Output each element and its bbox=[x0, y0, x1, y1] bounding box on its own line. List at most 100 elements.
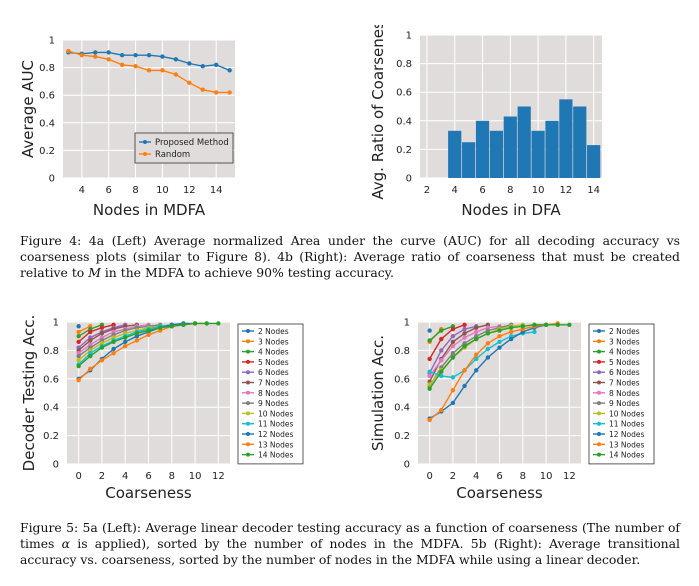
legend-label: 2 Nodes bbox=[258, 327, 289, 336]
legend-label: 13 Nodes bbox=[258, 440, 294, 449]
data-point bbox=[439, 407, 444, 413]
x-tick-label: 10 bbox=[532, 185, 545, 196]
y-tick-label: 1 bbox=[406, 31, 412, 42]
data-point bbox=[93, 54, 98, 59]
data-point bbox=[106, 57, 111, 62]
y-tick-label: 0.6 bbox=[396, 88, 412, 99]
legend-label: 7 Nodes bbox=[609, 379, 640, 388]
x-tick-label: 8 bbox=[132, 185, 138, 196]
x-tick-label: 4 bbox=[122, 471, 128, 482]
data-point bbox=[133, 64, 138, 69]
data-point bbox=[88, 353, 93, 359]
data-point bbox=[173, 57, 179, 62]
y-tick-label: 0.2 bbox=[396, 145, 412, 156]
data-point bbox=[497, 334, 502, 339]
x-axis-label: Nodes in MDFA bbox=[93, 201, 206, 219]
y-tick-label: 0.6 bbox=[39, 91, 55, 102]
data-point bbox=[111, 346, 116, 352]
data-point bbox=[450, 339, 456, 345]
data-point bbox=[485, 341, 491, 346]
legend-label: 10 Nodes bbox=[258, 409, 294, 418]
x-tick-label: 14 bbox=[210, 185, 223, 196]
data-point bbox=[462, 326, 467, 332]
y-tick-label: 0 bbox=[49, 174, 55, 185]
y-tick-label: 0.4 bbox=[396, 116, 412, 127]
y-tick-label: 0.4 bbox=[39, 118, 55, 129]
figure-5-caption-symbol: α bbox=[61, 536, 70, 551]
data-point bbox=[474, 336, 479, 342]
data-point bbox=[123, 343, 128, 349]
data-point bbox=[66, 48, 71, 54]
data-point bbox=[474, 329, 479, 335]
y-tick-label: 0 bbox=[406, 174, 412, 185]
data-point bbox=[497, 328, 502, 333]
series-line bbox=[78, 324, 114, 343]
data-point bbox=[497, 345, 502, 350]
data-point bbox=[462, 335, 467, 340]
data-point bbox=[462, 322, 467, 328]
legend-label: 3 Nodes bbox=[609, 337, 640, 346]
data-point bbox=[187, 80, 192, 85]
data-point bbox=[450, 400, 456, 406]
data-point bbox=[427, 328, 432, 333]
bar bbox=[475, 120, 490, 178]
data-point bbox=[474, 356, 479, 362]
data-point bbox=[532, 322, 537, 328]
x-tick-label: 12 bbox=[563, 471, 576, 482]
data-point bbox=[99, 345, 105, 350]
legend-label: 8 Nodes bbox=[258, 389, 289, 398]
y-tick-label: 0 bbox=[53, 460, 59, 471]
data-point bbox=[204, 321, 209, 326]
data-point bbox=[427, 382, 432, 387]
y-axis-label: Decoder Testing Acc. bbox=[20, 315, 38, 472]
data-point bbox=[427, 338, 432, 343]
data-point bbox=[508, 336, 514, 342]
data-point bbox=[439, 336, 444, 342]
data-point bbox=[160, 54, 165, 59]
x-tick-label: 6 bbox=[479, 185, 485, 196]
legend-label: 6 Nodes bbox=[258, 368, 289, 377]
data-point bbox=[462, 368, 467, 373]
x-tick-label: 10 bbox=[156, 185, 169, 196]
legend-marker bbox=[246, 411, 250, 416]
x-tick-label: 12 bbox=[212, 471, 225, 482]
legend-marker bbox=[597, 359, 601, 364]
legend-marker bbox=[246, 452, 250, 457]
legend-marker bbox=[246, 339, 250, 344]
x-axis-label: Nodes in DFA bbox=[461, 201, 561, 219]
legend-label: 10 Nodes bbox=[609, 409, 645, 418]
data-point bbox=[450, 387, 456, 393]
y-tick-label: 0.2 bbox=[39, 146, 55, 157]
data-point bbox=[450, 334, 456, 339]
legend-label: 2 Nodes bbox=[609, 327, 640, 336]
legend-box bbox=[134, 132, 234, 164]
data-point bbox=[427, 373, 432, 379]
legend-marker bbox=[597, 370, 601, 375]
figure-4-caption-text: Figure 4: 4a (Left) Average normalized A… bbox=[20, 233, 680, 280]
data-point bbox=[88, 366, 93, 372]
data-point bbox=[111, 339, 116, 345]
legend-label: Random bbox=[155, 150, 190, 160]
data-point bbox=[427, 386, 432, 391]
bar bbox=[517, 106, 531, 178]
data-point bbox=[76, 334, 81, 339]
y-tick-label: 0.4 bbox=[394, 403, 410, 414]
legend-label: Proposed Method bbox=[155, 138, 229, 148]
legend-marker bbox=[143, 140, 147, 144]
data-point bbox=[485, 355, 491, 360]
data-point bbox=[508, 329, 514, 335]
y-tick-label: 1 bbox=[53, 318, 59, 329]
bar bbox=[545, 120, 559, 178]
legend-marker bbox=[597, 390, 601, 395]
data-point bbox=[119, 62, 125, 68]
legend-marker bbox=[597, 452, 601, 457]
bar bbox=[448, 130, 462, 178]
data-point bbox=[227, 90, 232, 95]
data-point bbox=[462, 383, 467, 389]
x-axis-label: Coarseness bbox=[456, 484, 543, 502]
bar bbox=[503, 116, 517, 178]
legend-marker bbox=[597, 401, 601, 406]
series-line bbox=[428, 324, 465, 360]
data-point bbox=[439, 369, 444, 374]
